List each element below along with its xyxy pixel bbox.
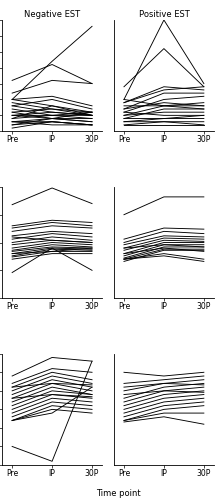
Title: Positive EST: Positive EST (138, 10, 189, 19)
Title: Negative EST: Negative EST (24, 10, 80, 19)
Text: Time point: Time point (97, 488, 141, 498)
